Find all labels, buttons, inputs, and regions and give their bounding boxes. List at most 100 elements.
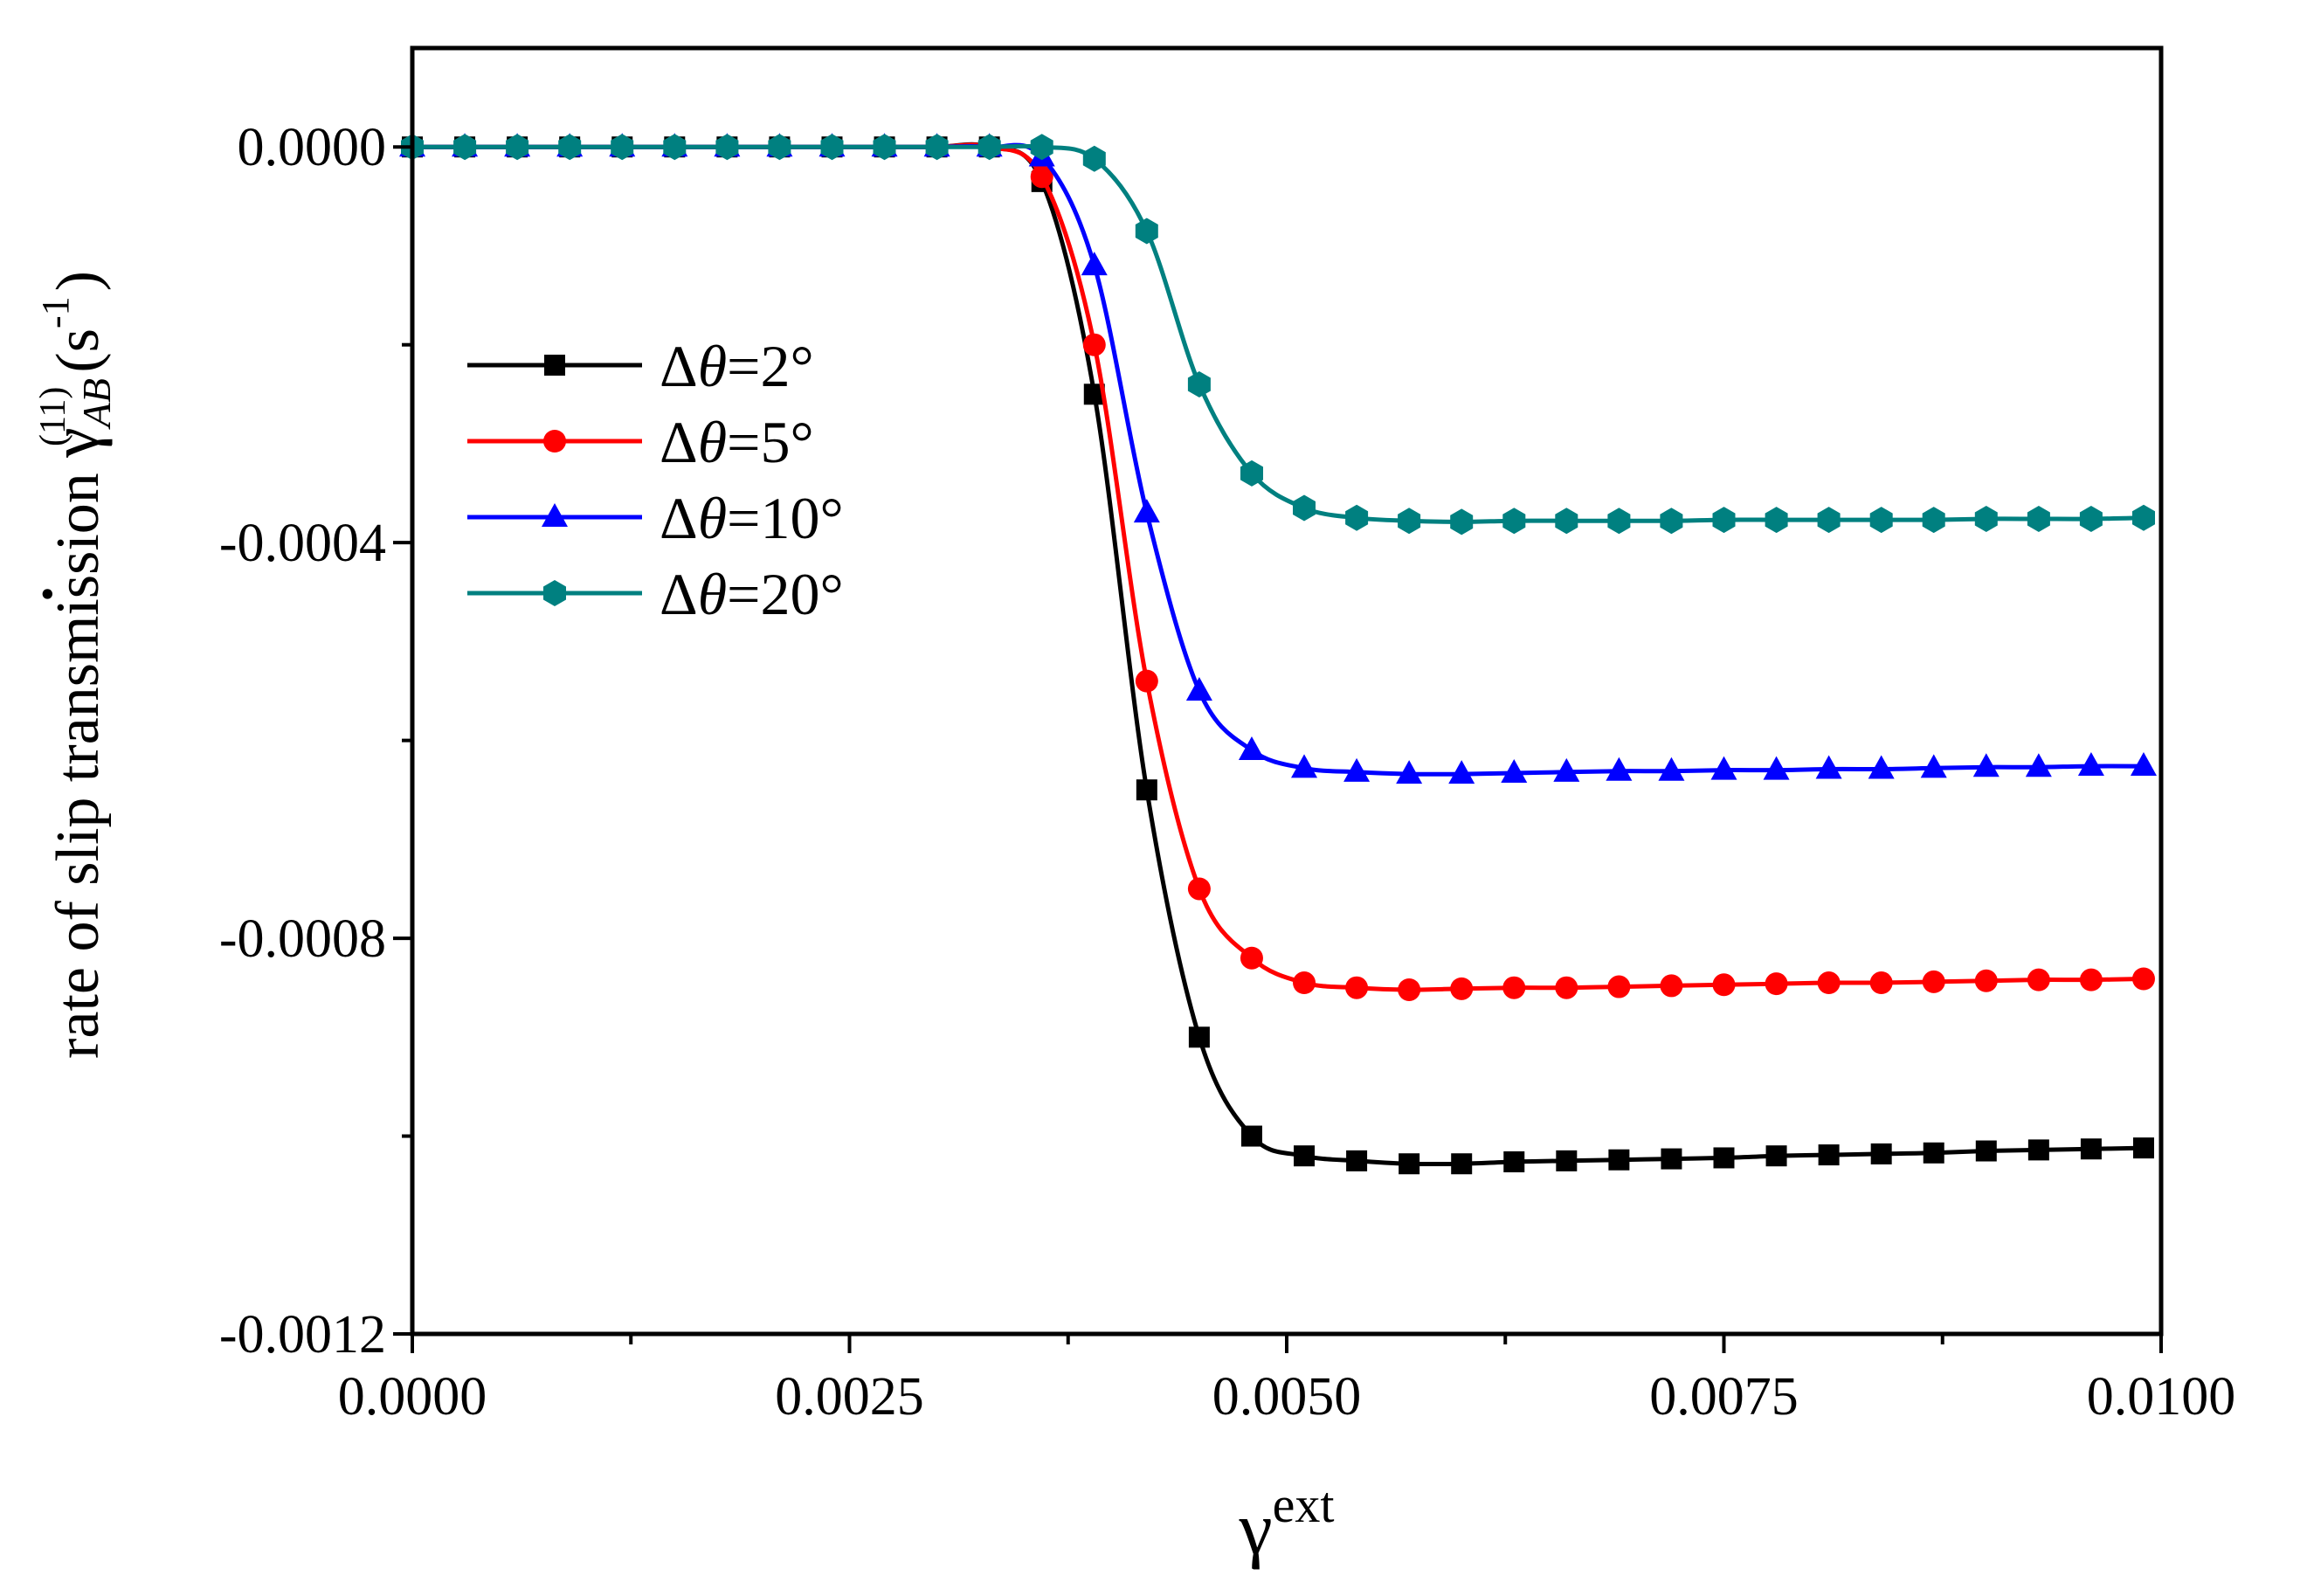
data-point bbox=[1082, 145, 1106, 172]
data-point bbox=[1187, 371, 1211, 397]
y-axis-units: (s bbox=[45, 328, 112, 373]
data-point bbox=[1870, 1143, 1892, 1164]
data-point bbox=[1343, 757, 1371, 782]
legend-item: Δθ=20° bbox=[467, 561, 844, 627]
data-point bbox=[1661, 1148, 1682, 1170]
data-point bbox=[1082, 333, 1106, 356]
legend-label: Δθ=10° bbox=[660, 485, 844, 551]
data-point bbox=[1765, 507, 1788, 534]
data-point bbox=[2132, 1137, 2154, 1159]
legend-item: Δθ=5° bbox=[467, 409, 814, 475]
data-point bbox=[2080, 1138, 2102, 1160]
data-point bbox=[1974, 969, 1998, 992]
series-4 bbox=[401, 134, 2155, 535]
data-point bbox=[1450, 977, 1474, 1000]
data-point bbox=[1396, 760, 1423, 784]
data-point bbox=[925, 134, 949, 161]
data-point bbox=[1399, 1153, 1420, 1175]
data-point bbox=[1555, 976, 1578, 999]
y-axis-title: rate of slip transmission γAB(11) (s-1) • bbox=[24, 271, 119, 1059]
data-point bbox=[1923, 1142, 1944, 1164]
data-point bbox=[1030, 165, 1053, 189]
data-point bbox=[2130, 752, 2157, 777]
data-point bbox=[1187, 877, 1211, 901]
legend-delta: Δ bbox=[660, 409, 698, 475]
legend-label: Δθ=20° bbox=[660, 561, 844, 627]
data-point bbox=[1345, 504, 1369, 531]
x-tick-label: 0.0025 bbox=[775, 1367, 924, 1427]
data-point bbox=[2077, 752, 2104, 777]
data-point bbox=[1972, 753, 2000, 777]
legend-theta: θ bbox=[698, 333, 727, 399]
data-point bbox=[1502, 976, 1526, 999]
x-tick-label: 0.0100 bbox=[2087, 1367, 2236, 1427]
y-axis-subscript: AB bbox=[74, 378, 119, 430]
data-point bbox=[1608, 1149, 1630, 1171]
legend-marker bbox=[544, 355, 565, 376]
y-axis-prefix: rate of slip transmission bbox=[45, 458, 112, 1059]
data-point bbox=[1922, 970, 1945, 993]
data-point bbox=[1185, 677, 1212, 701]
data-point bbox=[1136, 779, 1157, 801]
data-point bbox=[1974, 506, 1998, 532]
data-point bbox=[1188, 1026, 1210, 1048]
legend-value: =20° bbox=[727, 561, 844, 627]
data-point bbox=[1293, 971, 1316, 995]
legend-label: Δθ=5° bbox=[660, 409, 814, 475]
y-tick-label: -0.0008 bbox=[219, 909, 386, 969]
legend-value: =10° bbox=[727, 485, 844, 551]
data-point bbox=[1606, 757, 1633, 781]
data-point bbox=[1450, 508, 1474, 535]
legend-delta: Δ bbox=[660, 333, 698, 399]
data-point bbox=[1501, 758, 1528, 783]
y-tick-label: -0.0012 bbox=[219, 1305, 386, 1365]
svg-text:rate of slip transmission γAB(: rate of slip transmission γAB(11) (s-1) bbox=[33, 271, 119, 1059]
legend-theta: θ bbox=[698, 485, 727, 551]
data-point bbox=[1660, 508, 1683, 535]
data-point bbox=[1710, 756, 1737, 780]
x-tick-label: 0.0075 bbox=[1649, 1367, 1799, 1427]
data-point bbox=[873, 134, 896, 161]
data-point bbox=[2132, 504, 2155, 531]
series-layer bbox=[399, 133, 2157, 1175]
x-axis-superscript: ext bbox=[1273, 1476, 1335, 1533]
data-point bbox=[1553, 757, 1580, 782]
x-tick-label: 0.0000 bbox=[338, 1367, 487, 1427]
data-point bbox=[1607, 975, 1631, 998]
data-point bbox=[1713, 1147, 1735, 1169]
data-point bbox=[1294, 1145, 1316, 1167]
data-point bbox=[1922, 507, 1945, 534]
data-point bbox=[1448, 760, 1475, 784]
data-point bbox=[1135, 669, 1158, 693]
y-tick-label: -0.0004 bbox=[219, 514, 386, 573]
tick-layer: 0.0000 0.0025 0.0050 0.0075 0.01000.0000-0.0… bbox=[219, 118, 2235, 1427]
data-point bbox=[1240, 1125, 1262, 1147]
data-point bbox=[1660, 974, 1683, 998]
data-point bbox=[2027, 506, 2050, 532]
data-point bbox=[1869, 971, 1893, 995]
data-point bbox=[2131, 967, 2155, 991]
legend-theta: θ bbox=[698, 561, 727, 627]
data-point bbox=[1291, 754, 1318, 778]
data-point bbox=[1503, 1150, 1525, 1172]
data-point bbox=[1765, 1145, 1787, 1167]
legend: Δθ=2°Δθ=5°Δθ=10°Δθ=20° bbox=[467, 333, 844, 627]
data-point bbox=[1240, 946, 1263, 970]
x-axis-symbol: γ bbox=[1239, 1486, 1273, 1570]
data-point bbox=[1293, 494, 1316, 522]
data-point bbox=[1658, 757, 1685, 781]
data-point bbox=[1346, 1150, 1368, 1171]
legend-item: Δθ=10° bbox=[467, 485, 844, 551]
data-point bbox=[2079, 506, 2103, 532]
data-point bbox=[1398, 978, 1421, 1001]
data-point bbox=[2027, 968, 2050, 991]
data-point bbox=[820, 134, 844, 161]
data-point bbox=[611, 134, 634, 161]
data-point bbox=[1135, 218, 1158, 245]
data-point bbox=[1240, 459, 1263, 487]
data-point bbox=[977, 134, 1001, 161]
y-tick-label: 0.0000 bbox=[238, 118, 387, 177]
legend-marker bbox=[543, 580, 566, 606]
data-point bbox=[2079, 968, 2103, 991]
y-axis-symbol: γ bbox=[37, 427, 113, 458]
